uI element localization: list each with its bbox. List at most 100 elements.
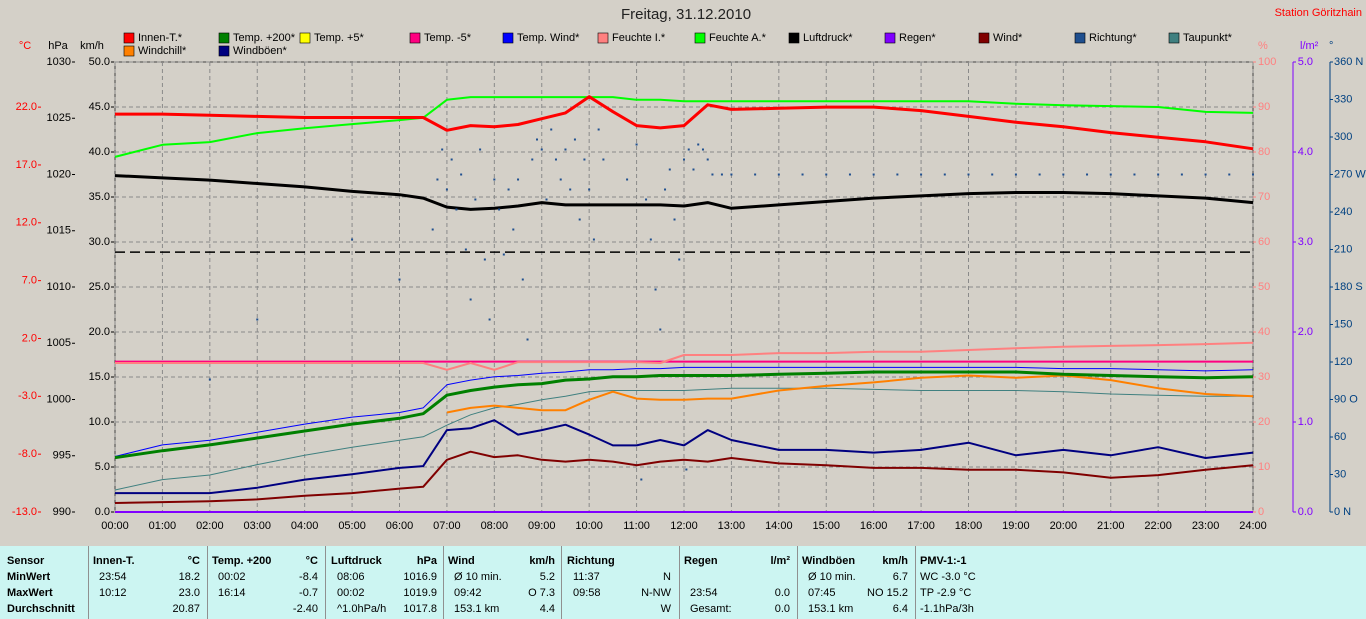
series-line xyxy=(115,341,1254,371)
direction-dot xyxy=(455,208,458,211)
axis-unit: °C xyxy=(19,40,31,52)
cell-label: 11:37 xyxy=(573,571,600,583)
y-tick-label: 1030 xyxy=(47,56,71,68)
column-separator xyxy=(207,546,208,619)
y-tick-label: 40 xyxy=(1258,326,1270,338)
column-unit: km/h xyxy=(882,555,908,567)
direction-dot xyxy=(1204,173,1207,176)
y-tick-label: 1010 xyxy=(47,281,71,293)
cell-value: 23.0 xyxy=(178,587,200,599)
legend-label: Innen-T.* xyxy=(138,32,183,44)
direction-dot xyxy=(592,238,595,241)
cell-label: 23:54 xyxy=(690,587,718,599)
direction-dot xyxy=(825,173,828,176)
direction-dot xyxy=(512,228,515,231)
direction-dot xyxy=(573,138,576,141)
series-line xyxy=(446,374,1254,414)
series-line xyxy=(115,419,1254,495)
legend-swatch xyxy=(218,32,230,44)
legend-label: Richtung* xyxy=(1089,32,1137,44)
direction-dot xyxy=(398,278,401,281)
legend-swatch xyxy=(1168,32,1180,44)
y-tick-label: 1.0 xyxy=(1298,416,1313,428)
cell-value: 6.7 xyxy=(892,571,908,583)
cell-value: -2.40 xyxy=(292,603,318,615)
direction-dot xyxy=(578,218,581,221)
y-tick-label: 1025 xyxy=(47,112,71,124)
y-tick-label: 330 xyxy=(1334,93,1352,105)
axis-unit: km/h xyxy=(80,40,104,52)
direction-dot xyxy=(801,173,804,176)
row-label: MaxWert xyxy=(7,587,53,599)
direction-dot xyxy=(1157,173,1160,176)
direction-dot xyxy=(720,173,723,176)
y-tick-label: 20.0 xyxy=(89,326,110,338)
direction-dot xyxy=(569,188,572,191)
cell-label: Gesamt: xyxy=(690,603,732,615)
direction-dot xyxy=(1228,173,1231,176)
legend-swatch xyxy=(884,32,896,44)
direction-dot xyxy=(685,468,688,471)
column-separator xyxy=(561,546,562,619)
x-tick-label: 24:00 xyxy=(1239,520,1267,532)
column-header: Luftdruck xyxy=(331,555,382,567)
legend-swatch xyxy=(1074,32,1086,44)
direction-dot xyxy=(540,148,543,151)
cell-label: 09:42 xyxy=(454,587,482,599)
y-tick-label: 35.0 xyxy=(89,191,110,203)
legend-label: Taupunkt* xyxy=(1183,32,1233,44)
cell-value: W xyxy=(660,603,671,615)
direction-dot xyxy=(583,158,586,161)
direction-dot xyxy=(536,138,539,141)
column-header: Richtung xyxy=(567,555,615,567)
cell-label: 08:06 xyxy=(337,571,365,583)
column-unit: l/m² xyxy=(770,555,790,567)
row-label: MinWert xyxy=(7,571,51,583)
chart: Freitag, 31.12.2010 Station Göritzhain 0… xyxy=(12,6,1366,532)
y-tick-label: 20 xyxy=(1258,416,1270,428)
direction-dot xyxy=(550,128,553,131)
legend-swatch xyxy=(123,32,135,44)
cell-label: 153.1 km xyxy=(454,603,500,615)
x-tick-label: 12:00 xyxy=(670,520,698,532)
cell-value: -0.7 xyxy=(299,587,318,599)
direction-dot xyxy=(635,143,638,146)
direction-dot xyxy=(943,173,946,176)
axis-unit: ° xyxy=(1329,40,1333,52)
direction-dot xyxy=(464,248,467,251)
y-tick-label: 10.0 xyxy=(89,416,110,428)
direction-dot xyxy=(517,178,520,181)
direction-dot xyxy=(521,278,524,281)
x-tick-label: 10:00 xyxy=(575,520,603,532)
x-tick-label: 01:00 xyxy=(149,520,177,532)
cell-label: Ø 10 min. xyxy=(808,571,856,583)
y-tick-label: 7.0 xyxy=(22,275,37,287)
y-tick-label: 120 xyxy=(1334,356,1352,368)
x-tick-label: 03:00 xyxy=(243,520,271,532)
y-tick-label: 0.0 xyxy=(1298,506,1313,518)
y-tick-label: 30.0 xyxy=(89,236,110,248)
y-tick-label: 50 xyxy=(1258,281,1270,293)
legend-swatch xyxy=(694,32,706,44)
direction-dot xyxy=(526,338,529,341)
y-tick-label: 360 N xyxy=(1334,56,1363,68)
y-tick-label: 240 xyxy=(1334,206,1352,218)
direction-dot xyxy=(351,238,354,241)
y-tick-label: 1000 xyxy=(47,393,71,405)
cell-label: 23:54 xyxy=(99,571,127,583)
y-tick-label: 5.0 xyxy=(1298,56,1313,68)
direction-dot xyxy=(991,173,994,176)
cell-label: 09:58 xyxy=(573,587,601,599)
direction-dot xyxy=(659,328,662,331)
x-tick-label: 08:00 xyxy=(481,520,509,532)
y-tick-label: 1005 xyxy=(47,337,71,349)
series-line xyxy=(114,174,1254,211)
direction-dot xyxy=(654,288,657,291)
direction-dot xyxy=(479,148,482,151)
cell-value: 1016.9 xyxy=(403,571,437,583)
legend-swatch xyxy=(409,32,421,44)
direction-dot xyxy=(445,188,448,191)
column-header: Windböen xyxy=(802,555,856,567)
y-tick-label: 2.0 xyxy=(1298,326,1313,338)
